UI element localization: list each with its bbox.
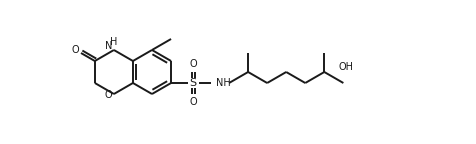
Text: S: S	[189, 78, 196, 88]
Text: NH: NH	[216, 78, 230, 88]
Text: O: O	[72, 45, 79, 55]
Text: N: N	[105, 41, 112, 51]
Text: OH: OH	[337, 62, 353, 72]
Text: O: O	[189, 59, 197, 69]
Text: O: O	[189, 97, 197, 107]
Text: H: H	[110, 37, 118, 47]
Text: O: O	[104, 90, 111, 100]
